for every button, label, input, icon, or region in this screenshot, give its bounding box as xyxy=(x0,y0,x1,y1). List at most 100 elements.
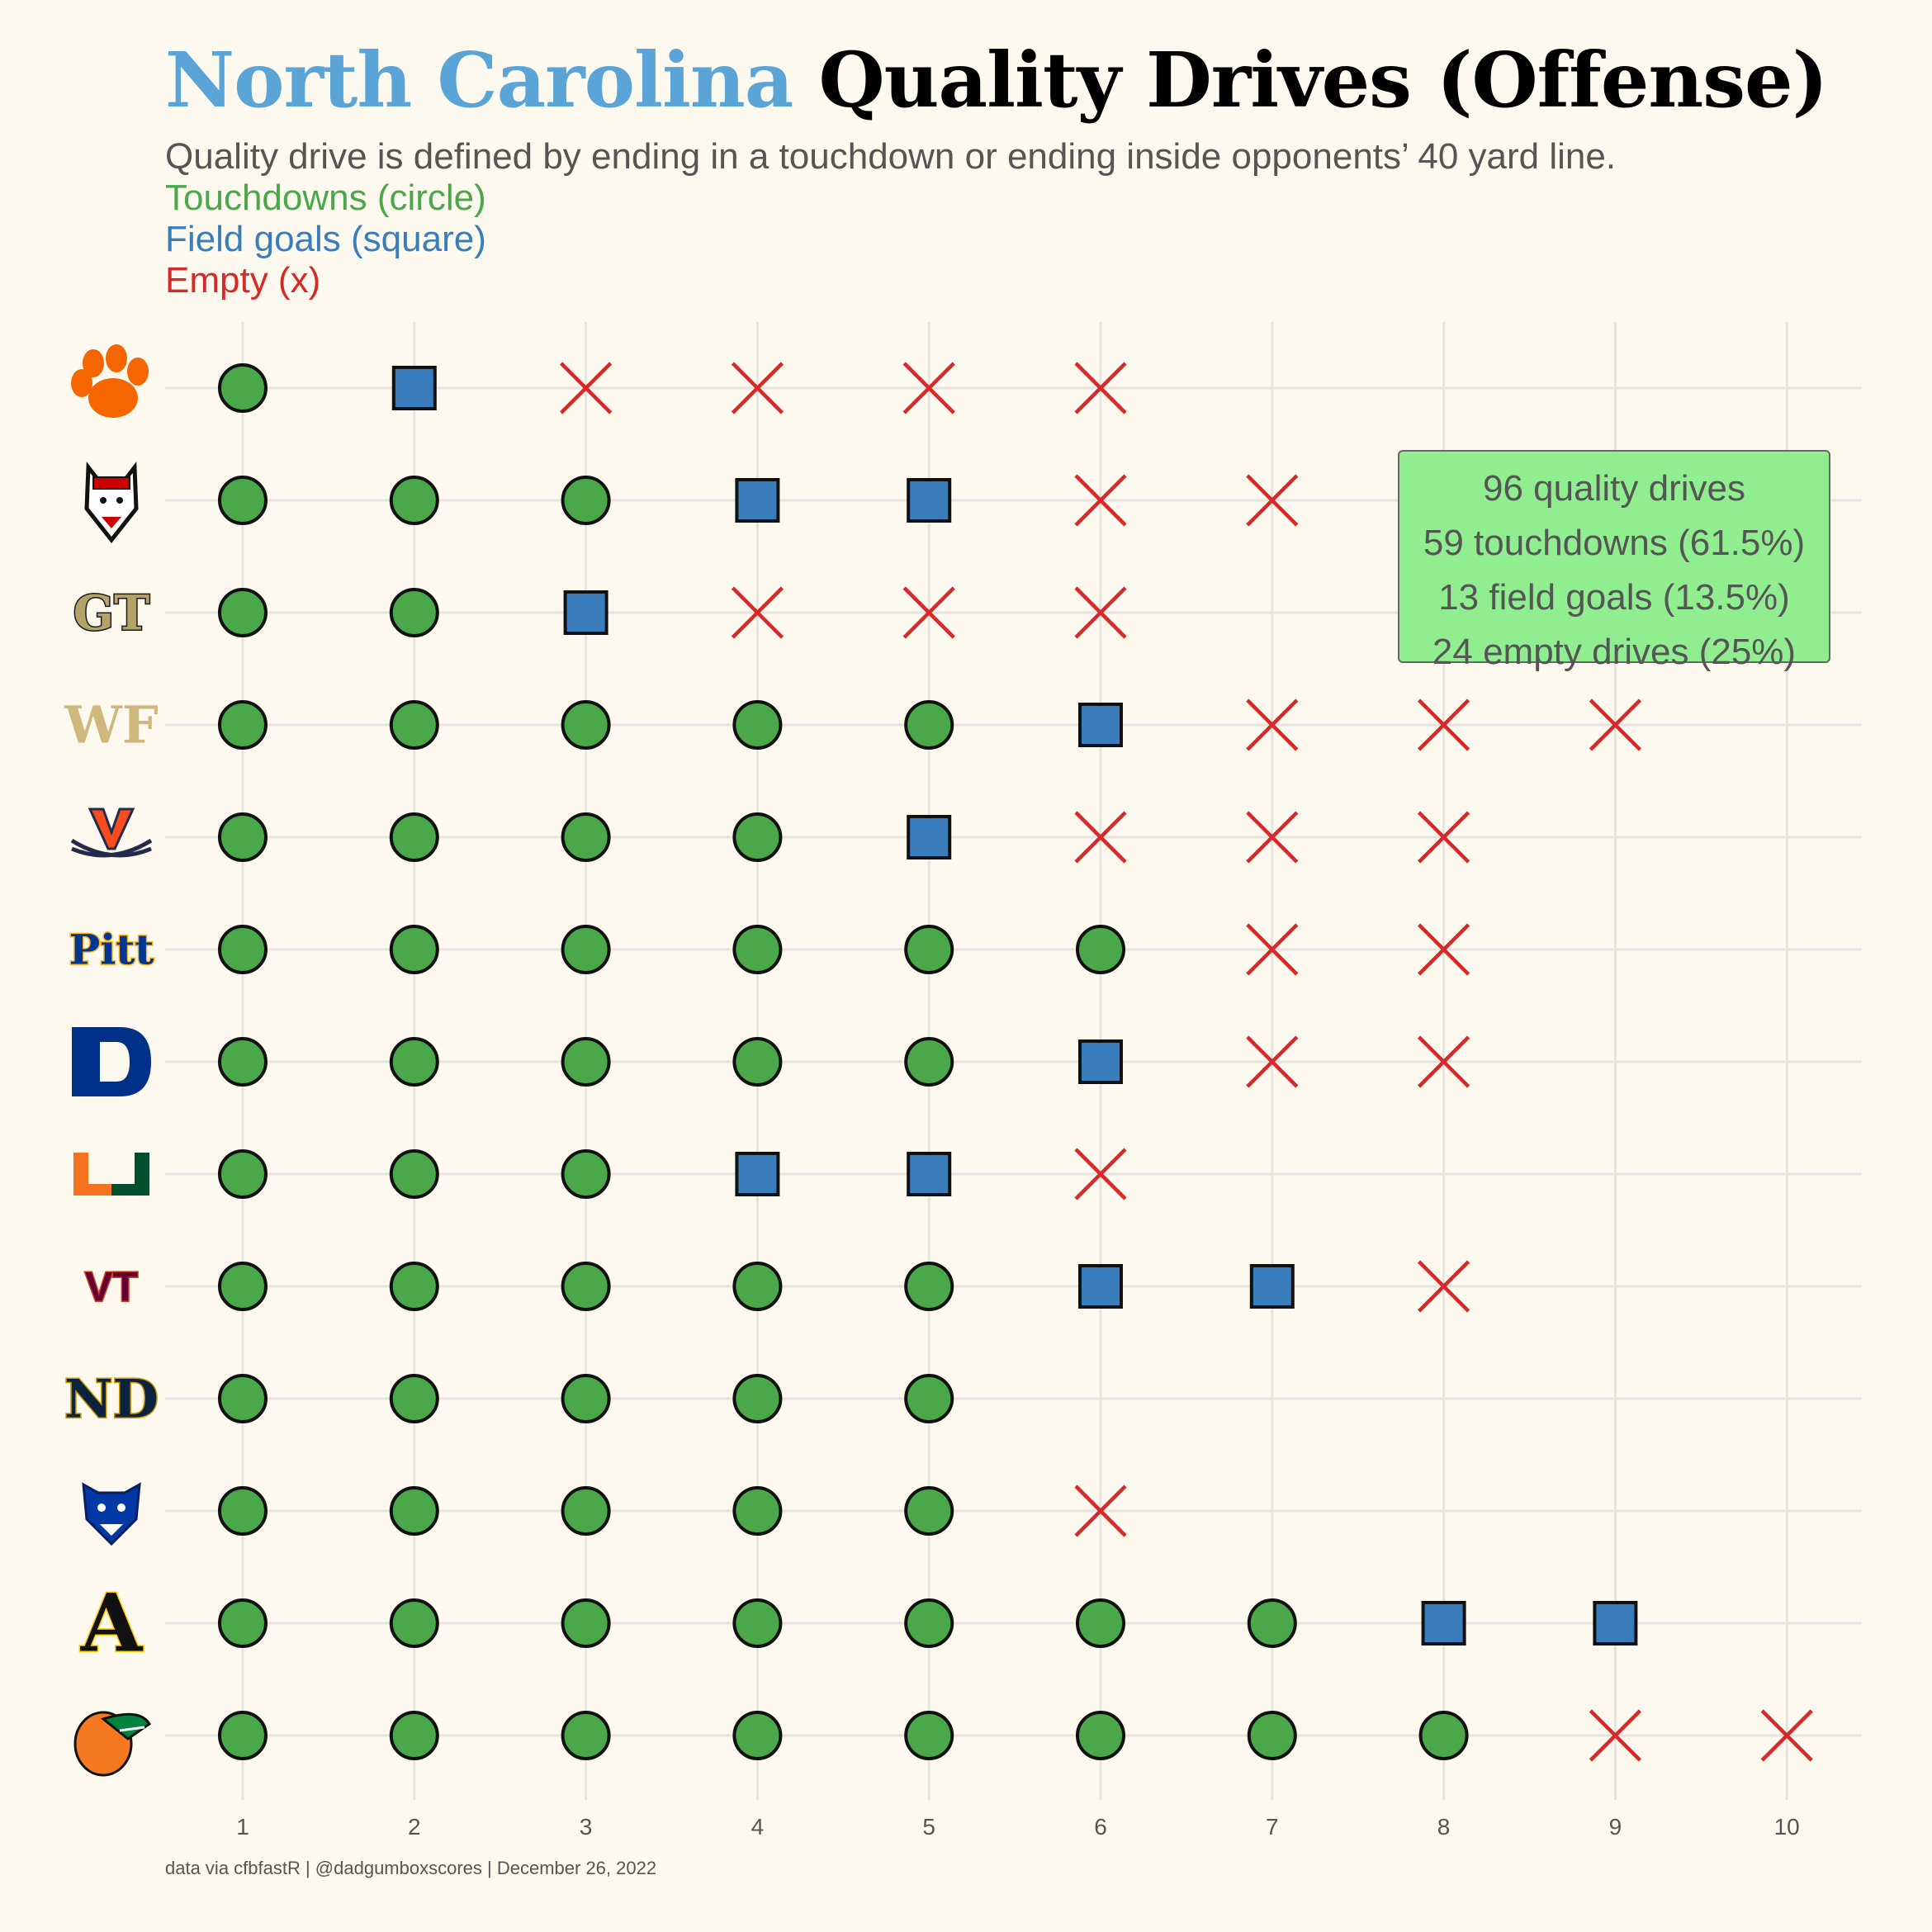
touchdown-marker xyxy=(561,1486,611,1536)
empty-drive-marker xyxy=(731,362,784,414)
empty-drive-marker xyxy=(1418,698,1470,751)
field-goal-marker xyxy=(391,366,437,410)
touchdown-marker xyxy=(218,1374,268,1423)
empty-drive-marker xyxy=(1246,923,1299,976)
x-tick-label: 10 xyxy=(1774,1814,1800,1840)
chart-title: North Carolina Quality Drives (Offense) xyxy=(165,33,1828,128)
empty-drive-marker xyxy=(1589,1709,1641,1762)
svg-text:A: A xyxy=(80,1577,144,1670)
touchdown-marker xyxy=(904,1037,954,1087)
touchdown-marker xyxy=(218,363,268,413)
title-team: North Carolina xyxy=(165,36,793,125)
touchdown-marker xyxy=(389,1374,439,1423)
touchdown-marker xyxy=(904,1262,954,1311)
field-goal-marker xyxy=(1078,1039,1123,1084)
touchdown-marker xyxy=(1076,925,1125,974)
summary-empty: 24 empty drives (25%) xyxy=(1432,632,1797,672)
touchdown-marker xyxy=(732,700,783,750)
touchdown-marker xyxy=(1247,1598,1297,1648)
field-goal-marker xyxy=(1078,703,1123,747)
empty-drive-marker xyxy=(1074,1148,1127,1200)
touchdown-marker xyxy=(904,1374,954,1423)
field-goal-marker xyxy=(1593,1601,1638,1646)
empty-drive-marker xyxy=(1074,1485,1127,1537)
virginia-tech-vt-logo-icon: VT xyxy=(84,1262,140,1311)
touchdown-marker xyxy=(561,812,611,862)
empty-drive-marker xyxy=(902,362,955,414)
duke-d-logo-icon xyxy=(72,1027,151,1096)
legend-touchdowns: Touchdowns (circle) xyxy=(165,178,486,218)
touchdown-marker xyxy=(732,1374,783,1423)
touchdown-marker xyxy=(732,1598,783,1648)
touchdown-marker xyxy=(904,1711,954,1760)
touchdown-marker xyxy=(561,1598,611,1648)
touchdown-marker xyxy=(218,1711,268,1760)
touchdown-marker xyxy=(561,476,611,525)
svg-text:ND: ND xyxy=(64,1368,159,1430)
svg-text:WF: WF xyxy=(64,695,159,755)
empty-drive-marker xyxy=(1074,586,1127,639)
x-tick-label: 8 xyxy=(1437,1814,1451,1840)
touchdown-marker xyxy=(389,1598,439,1648)
field-goal-marker xyxy=(735,1152,780,1196)
subtitle-definition: Quality drive is defined by ending in a … xyxy=(165,136,1617,177)
summary-total: 96 quality drives xyxy=(1483,468,1745,509)
georgia-tech-gt-logo-icon: GT xyxy=(72,584,151,642)
touchdown-marker xyxy=(389,476,439,525)
empty-drive-marker xyxy=(1246,811,1299,864)
touchdown-marker xyxy=(732,1486,783,1536)
x-tick-label: 6 xyxy=(1094,1814,1107,1840)
touchdown-marker xyxy=(218,1598,268,1648)
touchdown-marker xyxy=(561,1262,611,1311)
summary-touchdowns: 59 touchdowns (61.5%) xyxy=(1423,523,1806,563)
field-goal-marker xyxy=(907,1152,952,1196)
chart-subtitle: Quality drive is defined by ending in a … xyxy=(165,136,1616,301)
pitt-logo-icon: Pitt xyxy=(68,924,155,975)
summary-box: 96 quality drives 59 touchdowns (61.5%) … xyxy=(1398,450,1830,672)
empty-drive-marker xyxy=(1418,811,1470,864)
touchdown-marker xyxy=(904,1598,954,1648)
empty-drive-marker xyxy=(1589,698,1641,751)
touchdown-marker xyxy=(732,1711,783,1760)
touchdown-marker xyxy=(904,925,954,974)
miami-u-logo-icon xyxy=(73,1153,149,1196)
legend-empty: Empty (x) xyxy=(165,260,321,301)
empty-drive-marker xyxy=(1760,1709,1813,1762)
empty-drive-marker xyxy=(1246,698,1299,751)
touchdown-marker xyxy=(218,812,268,862)
summary-field-goals: 13 field goals (13.5%) xyxy=(1438,577,1790,618)
touchdown-marker xyxy=(218,476,268,525)
touchdown-marker xyxy=(1076,1711,1125,1760)
touchdown-marker xyxy=(904,700,954,750)
field-goal-marker xyxy=(907,815,952,859)
app-state-a-logo-icon: A xyxy=(78,1575,144,1671)
field-goal-marker xyxy=(1078,1264,1123,1309)
nc-state-wolf-logo-icon xyxy=(84,462,139,544)
touchdown-marker xyxy=(561,1149,611,1199)
touchdown-marker xyxy=(561,1037,611,1087)
touchdown-marker xyxy=(389,925,439,974)
svg-text:Pitt: Pitt xyxy=(69,926,154,974)
touchdown-marker xyxy=(732,1037,783,1087)
empty-drive-marker xyxy=(1246,1035,1299,1088)
empty-drive-marker xyxy=(1074,362,1127,414)
x-tick-label: 4 xyxy=(751,1814,765,1840)
wake-forest-wf-logo-icon: WF xyxy=(64,695,159,755)
empty-drive-marker xyxy=(1074,811,1127,864)
touchdown-marker xyxy=(389,1486,439,1536)
touchdown-marker xyxy=(218,1262,268,1311)
touchdown-marker xyxy=(218,700,268,750)
touchdown-marker xyxy=(561,700,611,750)
touchdown-marker xyxy=(389,1711,439,1760)
empty-drive-marker xyxy=(560,362,613,414)
chart-caption: data via cfbfastR | @dadgumboxscores | D… xyxy=(165,1858,657,1878)
x-tick-label: 2 xyxy=(408,1814,421,1840)
field-goal-marker xyxy=(907,478,952,523)
touchdown-marker xyxy=(389,588,439,637)
svg-text:GT: GT xyxy=(73,585,150,641)
field-goal-marker xyxy=(1249,1264,1295,1309)
virginia-v-sabres-logo-icon xyxy=(70,807,153,858)
touchdown-marker xyxy=(732,1262,783,1311)
famu-rattler-logo-icon xyxy=(73,1711,152,1777)
touchdown-marker xyxy=(389,1149,439,1199)
